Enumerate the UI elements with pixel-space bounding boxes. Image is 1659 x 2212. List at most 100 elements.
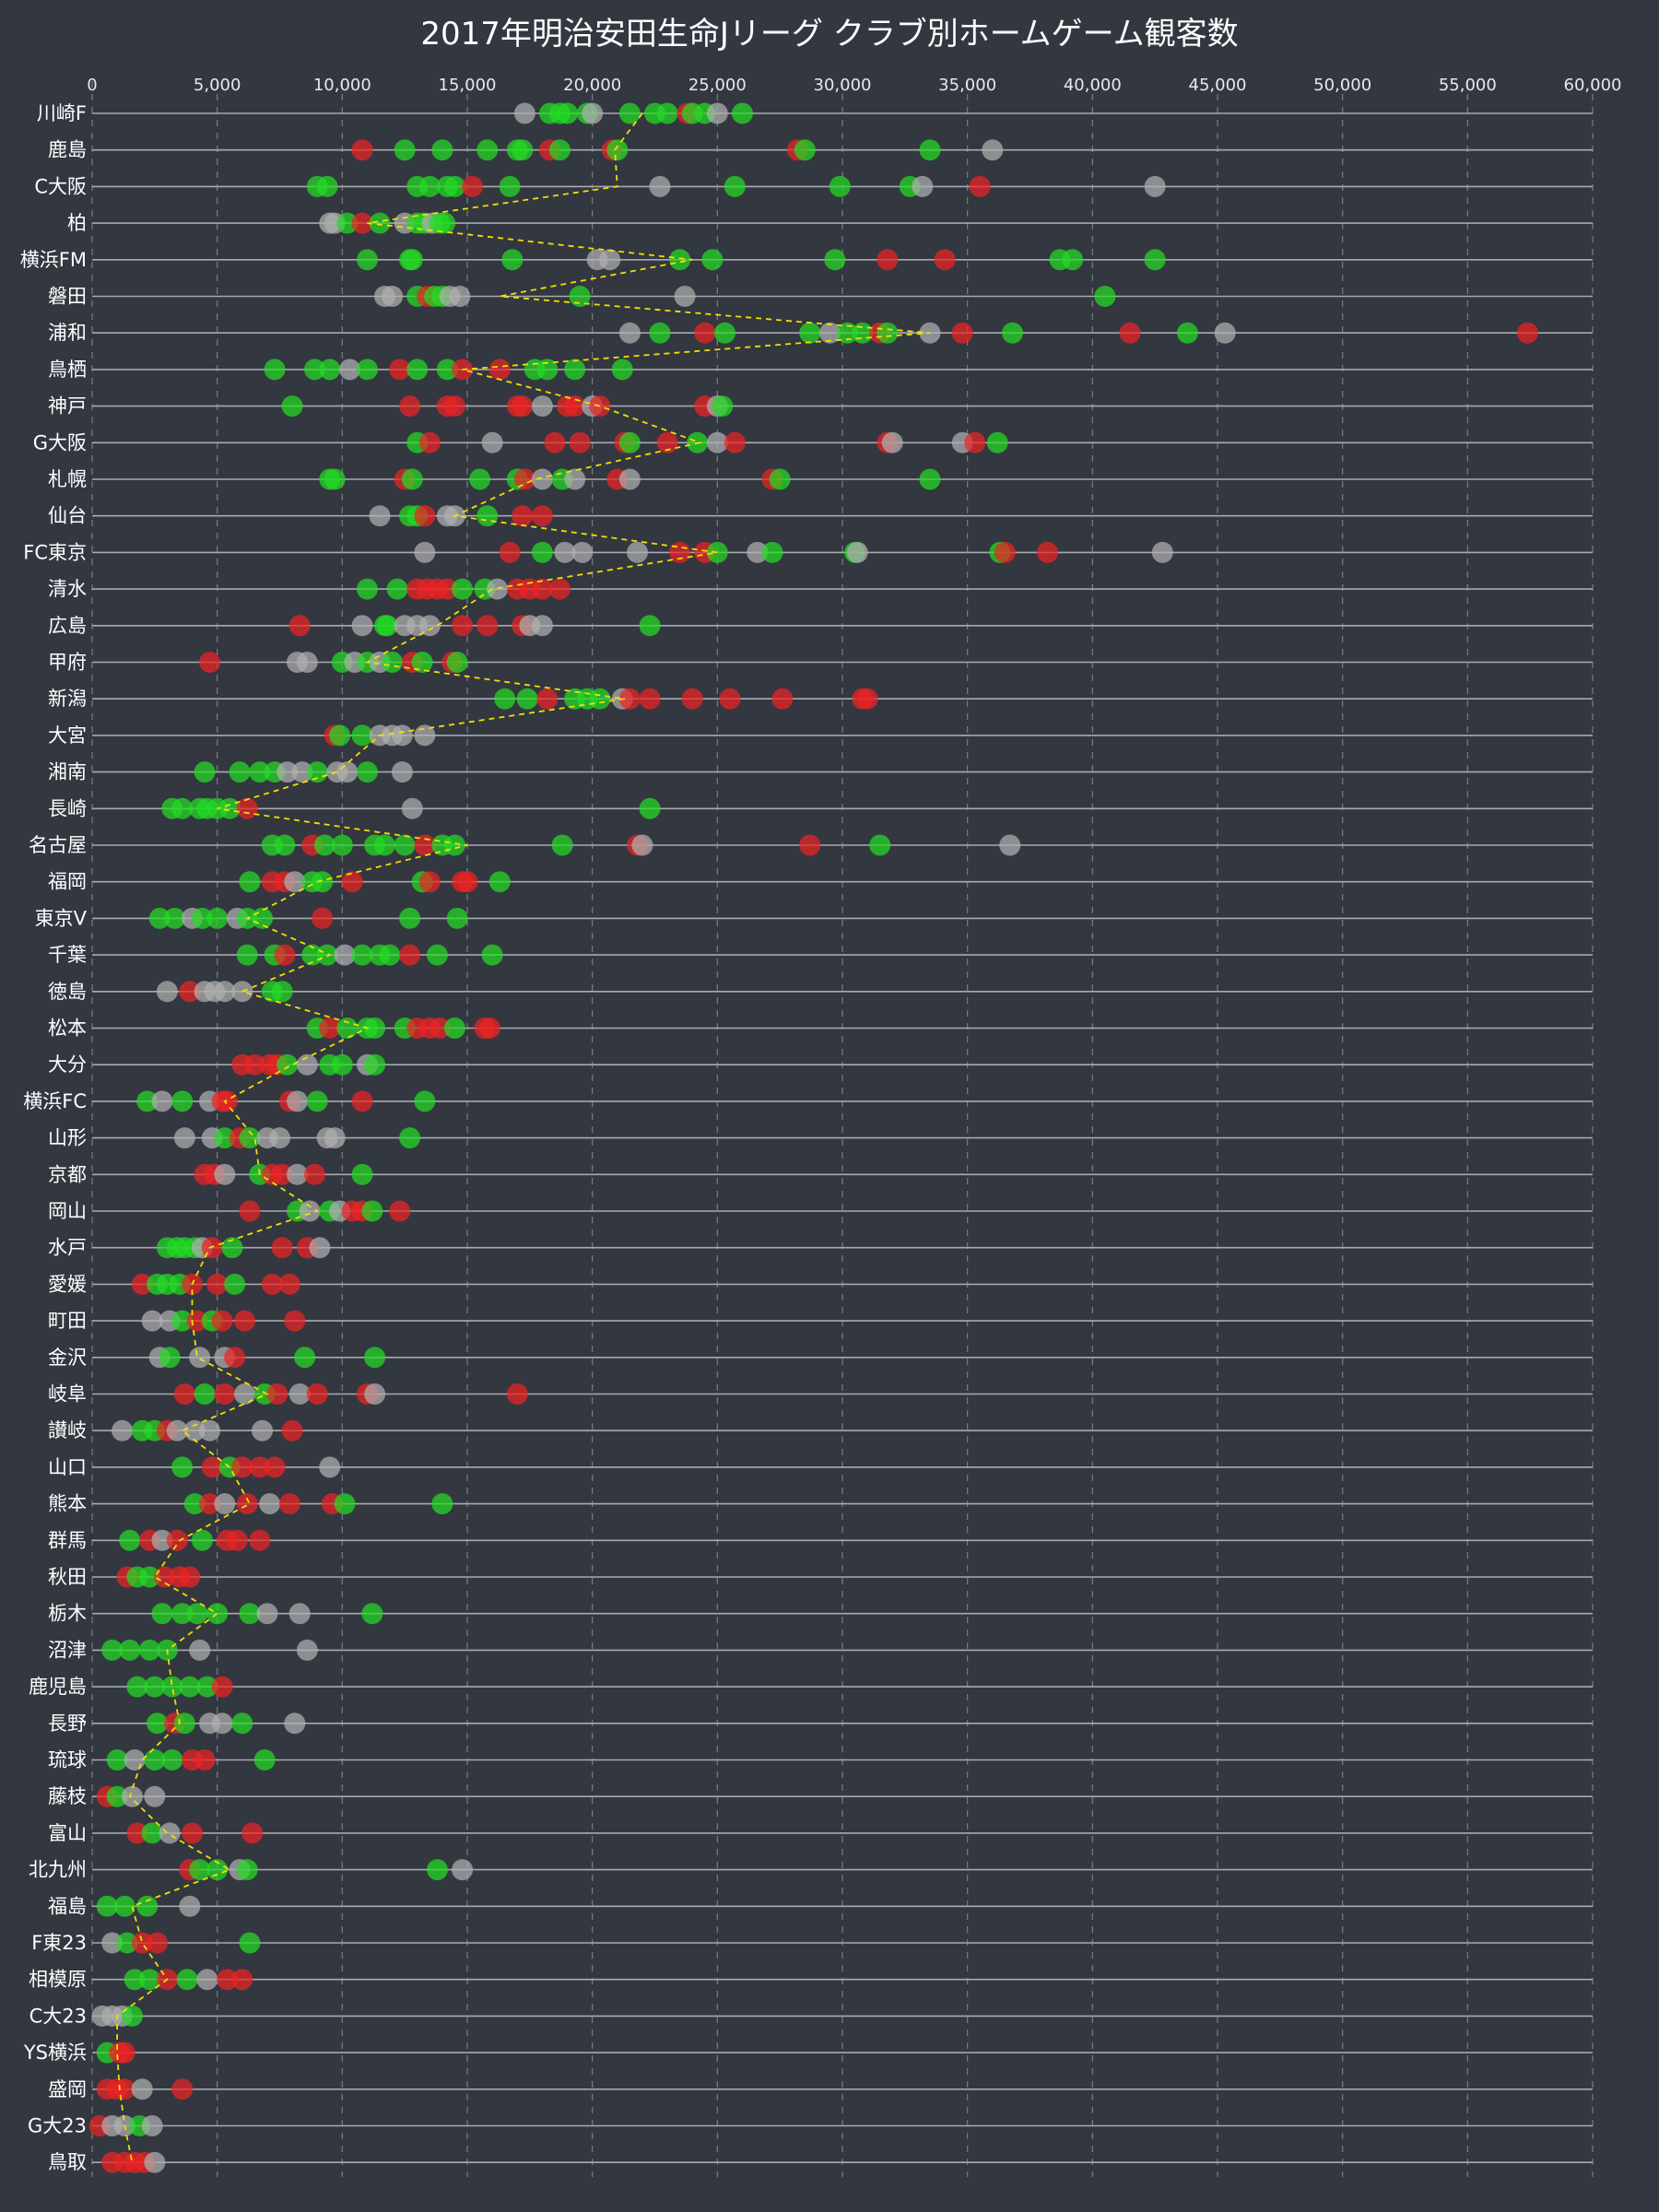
game-dot: [1214, 322, 1236, 344]
game-dot: [306, 1090, 328, 1112]
game-dot: [261, 1273, 283, 1295]
game-dot: [161, 1676, 183, 1698]
game-dot: [382, 286, 404, 307]
game-dot: [239, 1603, 261, 1625]
game-dot: [288, 1603, 311, 1625]
game-dot: [794, 139, 816, 161]
game-dot: [477, 505, 499, 527]
game-dot: [418, 431, 441, 453]
game-dot: [271, 981, 293, 1003]
game-dot: [141, 1822, 163, 1844]
game-dot: [179, 981, 201, 1003]
game-dot: [144, 1749, 166, 1771]
game-dot: [426, 1859, 448, 1881]
club-label: FC東京: [23, 541, 87, 563]
game-dot: [173, 1383, 195, 1405]
game-dot: [373, 834, 395, 856]
club-label: 栃木: [48, 1603, 87, 1625]
game-dot: [618, 102, 641, 124]
game-dot: [154, 1566, 176, 1588]
game-dot: [434, 212, 456, 234]
game-dot: [296, 652, 318, 673]
game-dot: [836, 322, 858, 344]
x-tick-label: 5,000: [194, 76, 241, 95]
game-dot: [138, 1639, 160, 1661]
game-dot: [194, 761, 216, 783]
game-dot: [138, 1969, 160, 1991]
game-dot: [681, 688, 703, 710]
game-dot: [356, 761, 378, 783]
game-dot: [386, 578, 408, 600]
game-dot: [316, 175, 338, 197]
game-dot: [443, 834, 465, 856]
x-tick-label: 0: [87, 76, 97, 95]
game-dot: [206, 907, 229, 929]
game-dot: [234, 1310, 256, 1332]
game-dot: [236, 1859, 258, 1881]
game-dot: [799, 834, 821, 856]
game-dot: [264, 359, 286, 381]
club-label: 山形: [48, 1127, 87, 1149]
game-dot: [299, 1200, 321, 1222]
game-dot: [401, 797, 423, 819]
game-dot: [276, 1053, 299, 1076]
club-label: 群馬: [48, 1529, 87, 1551]
game-dot: [151, 1090, 173, 1112]
game-dot: [569, 286, 591, 307]
game-dot: [201, 1456, 223, 1478]
game-dot: [446, 652, 468, 673]
game-dot: [361, 1603, 383, 1625]
game-dot: [191, 1529, 213, 1551]
game-dot: [121, 2005, 143, 2027]
game-dot: [431, 139, 453, 161]
game-dot: [369, 505, 391, 527]
club-label: 盛岡: [48, 2078, 87, 2100]
game-dot: [351, 724, 373, 747]
game-dot: [101, 1639, 124, 1661]
game-dot: [877, 249, 899, 271]
game-dot: [436, 578, 458, 600]
game-dot: [331, 834, 353, 856]
game-dot: [701, 249, 724, 271]
game-dot: [361, 1200, 383, 1222]
game-dot: [259, 1493, 281, 1515]
game-dot: [536, 359, 559, 381]
game-dot: [136, 1895, 159, 1917]
game-dot: [499, 175, 521, 197]
game-dot: [278, 1273, 300, 1295]
game-dot: [249, 1529, 271, 1551]
game-dot: [1036, 541, 1058, 563]
club-label: 千葉: [48, 944, 87, 966]
game-dot: [217, 1090, 239, 1112]
game-dot: [564, 468, 586, 490]
club-label: 神戸: [48, 395, 87, 418]
x-tick-label: 20,000: [563, 76, 621, 95]
game-dot: [236, 944, 258, 966]
game-dot: [639, 615, 661, 637]
game-dot: [271, 1237, 293, 1259]
game-dot: [113, 2041, 135, 2064]
game-dot: [171, 797, 194, 819]
game-dot: [183, 1493, 206, 1515]
game-dot: [674, 286, 696, 307]
club-label: 徳島: [48, 981, 87, 1003]
game-dot: [639, 797, 661, 819]
game-dot: [211, 1676, 233, 1698]
game-dot: [313, 834, 335, 856]
game-dot: [278, 1493, 300, 1515]
game-dot: [231, 1456, 253, 1478]
game-dot: [1062, 249, 1084, 271]
game-dot: [253, 1749, 276, 1771]
game-dot: [799, 322, 821, 344]
club-label: F東23: [31, 1932, 87, 1954]
game-dot: [499, 541, 521, 563]
game-dot: [1144, 249, 1166, 271]
game-dot: [606, 139, 629, 161]
game-dot: [364, 1347, 386, 1369]
club-label: G大23: [28, 2115, 87, 2137]
x-tick-label: 15,000: [439, 76, 497, 95]
game-dot: [618, 468, 641, 490]
game-dot: [488, 871, 511, 893]
game-dot: [391, 761, 413, 783]
club-label: 横浜FC: [23, 1090, 87, 1112]
